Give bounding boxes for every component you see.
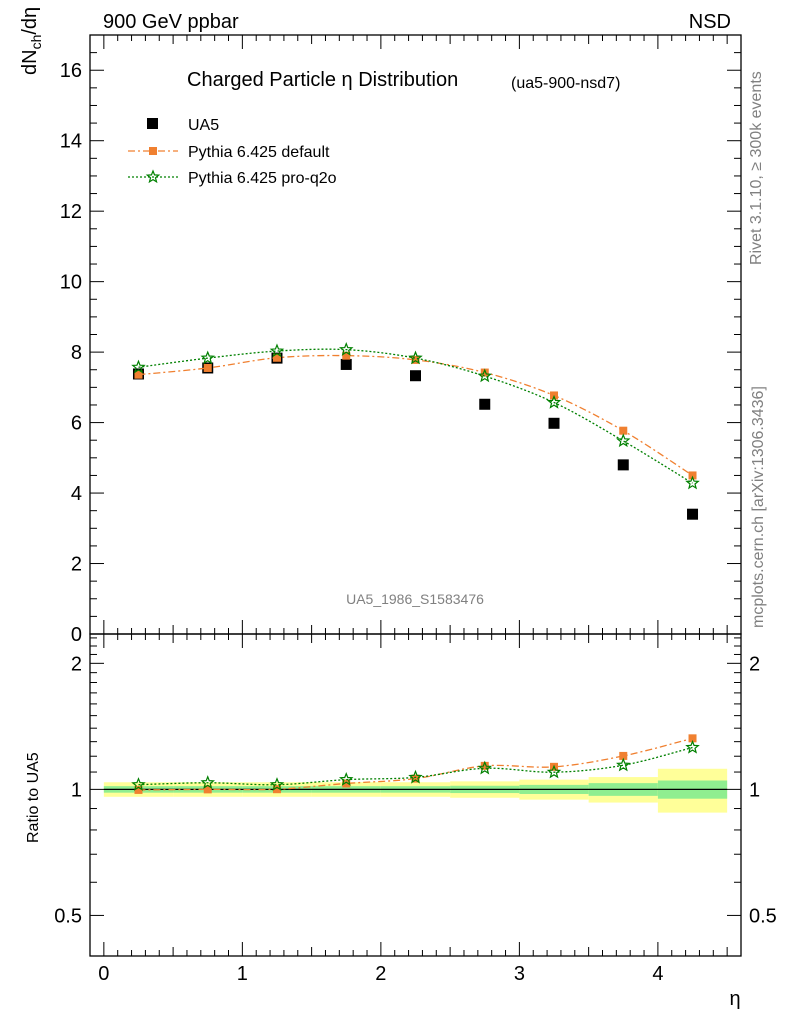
ratio-y-axis-label-text: Ratio to UA5 bbox=[25, 752, 42, 843]
ratio-point-square bbox=[411, 774, 420, 783]
series-line-1 bbox=[138, 354, 693, 476]
x-tick-label: 1 bbox=[237, 963, 248, 985]
ratio-point-square bbox=[619, 751, 628, 760]
data-point-ua5 bbox=[479, 398, 491, 410]
data-point-ua5 bbox=[617, 459, 629, 471]
rivet-label: Rivet 3.1.10, ≥ 300k events bbox=[748, 71, 765, 265]
data-point-square bbox=[480, 368, 489, 377]
header-left-label: 900 GeV ppbar bbox=[103, 11, 239, 33]
data-point-star bbox=[338, 342, 354, 356]
ratio-series-line-1 bbox=[138, 746, 693, 786]
ratio-point-square bbox=[203, 785, 212, 794]
main-y-axis-label: dNch/dη bbox=[19, 7, 44, 75]
data-point-ua5 bbox=[340, 358, 352, 370]
header-right-label: NSD bbox=[689, 11, 731, 33]
data-point-square bbox=[411, 355, 420, 364]
ratio-point-square bbox=[688, 734, 697, 743]
ratio-point-star bbox=[269, 777, 285, 791]
main-y-axis-label-text: dNch/dη bbox=[19, 7, 44, 75]
main-y-tick-label: 14 bbox=[60, 131, 82, 153]
legend: UA5 Pythia 6.425 default Pythia 6.425 pr… bbox=[128, 117, 337, 187]
x-tick-label: 3 bbox=[514, 963, 525, 985]
data-point-ua5 bbox=[410, 370, 421, 382]
ratio-point-star bbox=[615, 757, 631, 772]
main-title: Charged Particle η Distribution (ua5-900… bbox=[187, 69, 620, 92]
x-tick-label: 4 bbox=[652, 963, 663, 985]
data-point-square bbox=[342, 351, 351, 360]
data-point-star bbox=[269, 343, 285, 358]
main-y-tick-label: 16 bbox=[60, 60, 82, 82]
ratio-y-tick-label-right: 1 bbox=[749, 779, 760, 801]
ratio-point-star bbox=[685, 739, 700, 754]
main-y-tick-label: 12 bbox=[60, 201, 82, 223]
data-point-square bbox=[203, 363, 212, 372]
analysis-watermark: UA5_1986_S1583476 bbox=[346, 591, 484, 607]
ratio-y-tick-label: 1 bbox=[71, 779, 82, 801]
ratio-point-star bbox=[546, 764, 562, 779]
main-y-tick-label: 6 bbox=[71, 413, 82, 435]
legend-label-proq2o: Pythia 6.425 pro-q2o bbox=[188, 170, 337, 187]
x-tick-label: 0 bbox=[98, 963, 109, 985]
main-title-text: Charged Particle η Distribution bbox=[187, 69, 458, 91]
ratio-point-square bbox=[272, 785, 281, 794]
data-point-star bbox=[546, 394, 562, 409]
ratio-point-star bbox=[408, 769, 423, 784]
data-point-ua5 bbox=[687, 508, 699, 520]
x-tick-label: 2 bbox=[375, 963, 386, 985]
data-point-star bbox=[131, 359, 146, 374]
main-y-tick-label: 2 bbox=[71, 554, 82, 576]
legend-marker-ua5 bbox=[147, 118, 158, 129]
data-point-ua5 bbox=[548, 417, 560, 429]
ratio-y-tick-label-right: 2 bbox=[749, 653, 760, 675]
main-y-tick-label: 0 bbox=[71, 624, 82, 646]
data-point-star bbox=[408, 350, 423, 365]
mcplots-label-text: mcplots.cern.ch [arXiv:1306.3436] bbox=[750, 386, 767, 628]
ratio-series-line-0 bbox=[138, 737, 693, 791]
ratio-point-star bbox=[131, 777, 146, 791]
legend-marker-proq2o bbox=[145, 169, 161, 184]
main-y-tick-label: 8 bbox=[71, 342, 82, 364]
ratio-point-square bbox=[134, 785, 143, 794]
data-point-star bbox=[477, 368, 493, 383]
legend-marker-default bbox=[149, 147, 157, 155]
data-point-star bbox=[615, 433, 631, 448]
ratio-y-tick-label-right: 0.5 bbox=[749, 905, 777, 927]
main-plot-area bbox=[131, 342, 700, 520]
x-axis-label: η bbox=[729, 988, 740, 1010]
series-line-2 bbox=[138, 348, 693, 484]
ratio-point-star bbox=[338, 771, 354, 786]
main-y-tick-label: 10 bbox=[60, 272, 82, 294]
ratio-y-axis-label: Ratio to UA5 bbox=[25, 752, 42, 843]
ratio-y-tick-label: 0.5 bbox=[54, 905, 82, 927]
main-title-suffix: (ua5-900-nsd7) bbox=[511, 75, 620, 92]
ratio-point-star bbox=[200, 775, 216, 789]
data-point-square bbox=[688, 471, 697, 480]
data-point-square bbox=[272, 353, 281, 362]
data-point-star bbox=[685, 475, 700, 490]
mcplots-label: mcplots.cern.ch [arXiv:1306.3436] bbox=[750, 386, 767, 628]
rivet-label-text: Rivet 3.1.10, ≥ 300k events bbox=[748, 71, 765, 265]
data-point-star bbox=[200, 350, 216, 365]
ratio-plot-area bbox=[103, 734, 728, 813]
ratio-point-square bbox=[342, 779, 351, 788]
data-point-square bbox=[134, 370, 143, 379]
main-y-tick-label: 4 bbox=[71, 483, 82, 505]
data-point-square bbox=[619, 426, 628, 435]
legend-label-default: Pythia 6.425 default bbox=[188, 144, 330, 161]
ratio-point-square bbox=[480, 761, 489, 770]
ratio-y-tick-label: 2 bbox=[71, 653, 82, 675]
legend-label-ua5: UA5 bbox=[188, 117, 219, 134]
ratio-frame bbox=[89, 633, 742, 957]
ratio-point-star bbox=[477, 760, 493, 775]
